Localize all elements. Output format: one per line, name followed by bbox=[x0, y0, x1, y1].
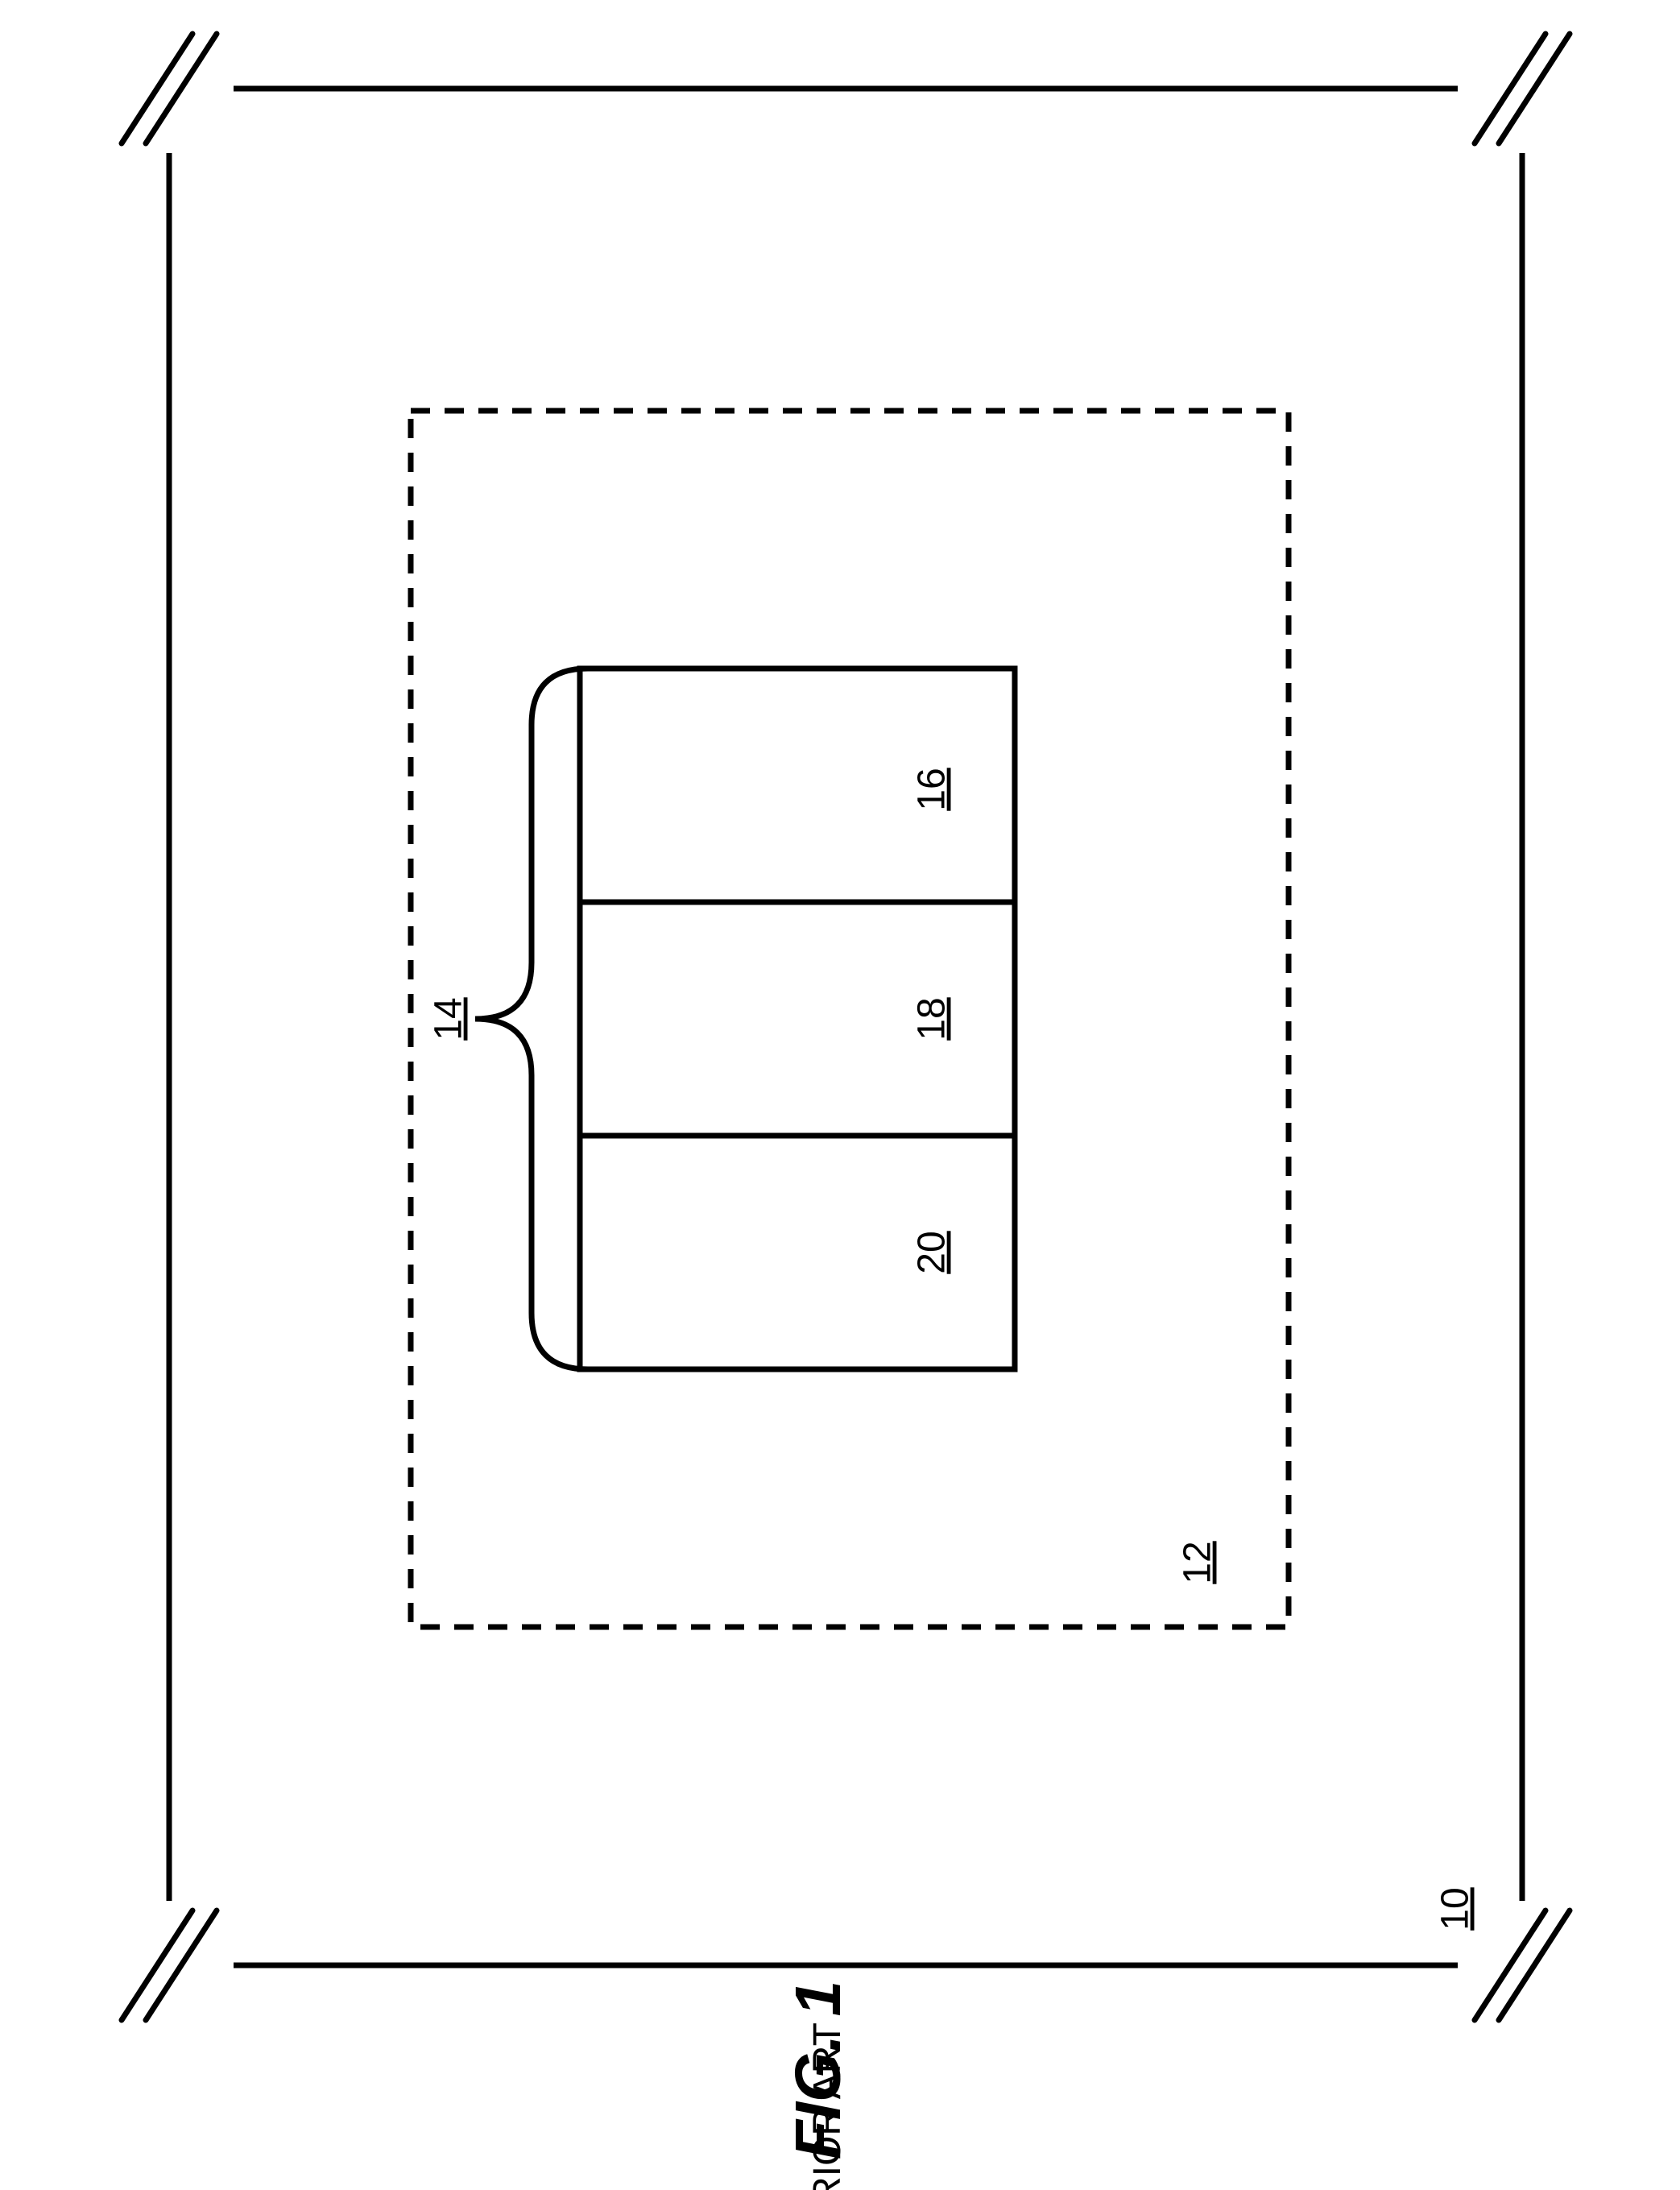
ref-label-10: 10 bbox=[1434, 1887, 1477, 1930]
ref-label-14: 14 bbox=[428, 997, 470, 1040]
patent-figure-root: 101214161820FIG. 1PRIOR ART bbox=[0, 0, 1680, 2190]
ref-label-20: 20 bbox=[911, 1231, 954, 1273]
ref-label-16: 16 bbox=[911, 768, 954, 810]
figure-subtitle: PRIOR ART bbox=[806, 2022, 849, 2190]
figure-svg: 101214161820FIG. 1PRIOR ART bbox=[0, 0, 1680, 2190]
ref-label-18: 18 bbox=[911, 997, 954, 1040]
ref-label-12: 12 bbox=[1177, 1541, 1219, 1584]
